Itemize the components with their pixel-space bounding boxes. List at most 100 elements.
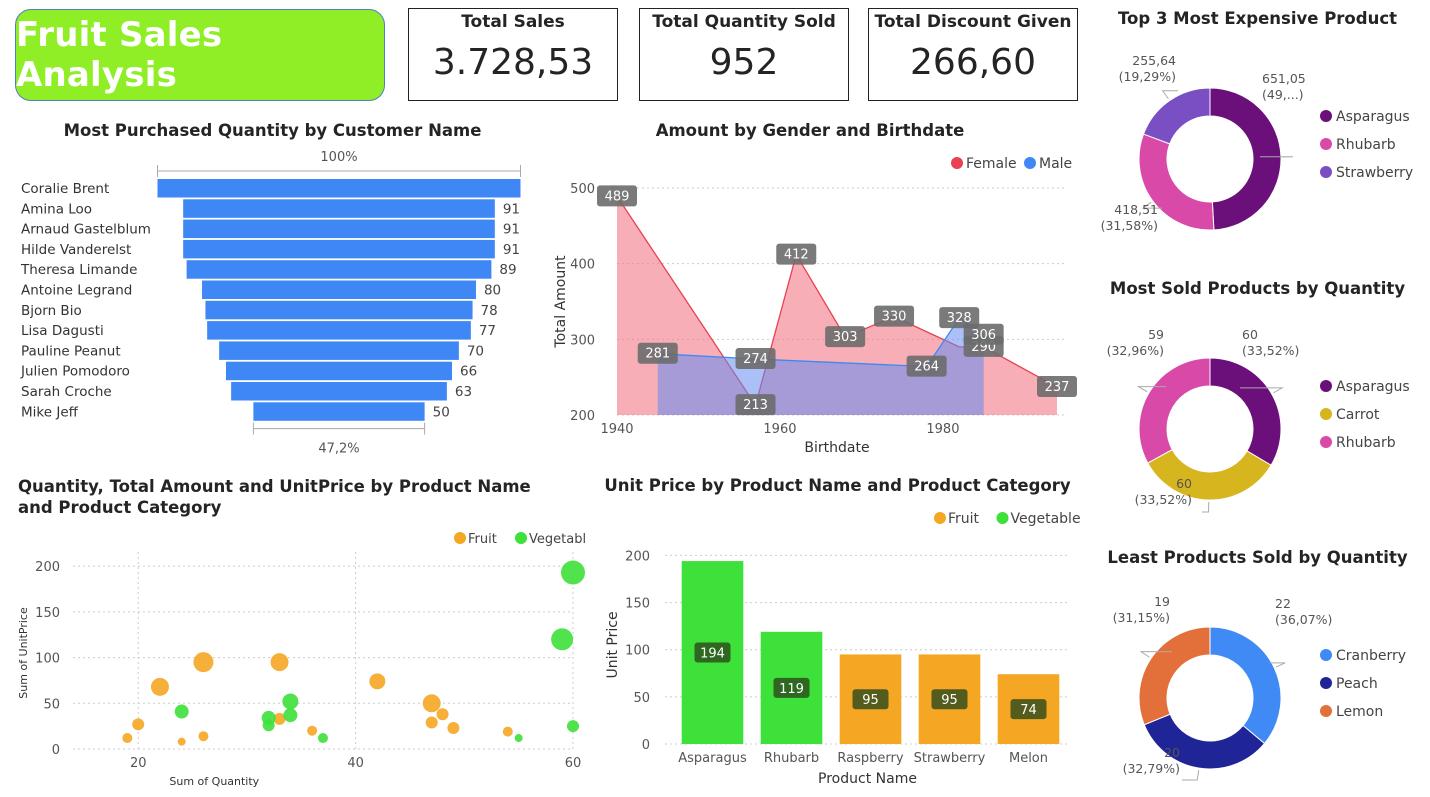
column-data-label: 119 — [779, 682, 804, 697]
column-y-tick: 100 — [625, 644, 650, 659]
funnel-bar — [157, 179, 521, 198]
area-data-label: 274 — [743, 352, 768, 367]
donut-leader-line — [1141, 201, 1162, 209]
funnel-category-label: Sarah Croche — [21, 384, 112, 400]
scatter-point-vegetable — [174, 704, 189, 719]
area-data-label: 281 — [645, 347, 670, 362]
funnel-category-label: Pauline Peanut — [21, 343, 121, 359]
scatter-x-tick: 40 — [347, 756, 364, 771]
scatter-point-fruit — [198, 731, 209, 742]
area-x-tick: 1980 — [926, 422, 959, 437]
visual-title: Quantity, Total Amount and UnitPrice by … — [18, 477, 531, 517]
column-y-label: Unit Price — [605, 611, 621, 678]
scatter-point-fruit — [502, 726, 513, 737]
funnel-data-label: 66 — [460, 364, 477, 380]
scatter-point-vegetable — [561, 560, 585, 585]
area-data-label: 303 — [833, 330, 858, 345]
column-y-tick: 0 — [642, 738, 650, 753]
scatter-y-tick: 100 — [35, 652, 60, 667]
column-data-label-box — [1010, 699, 1047, 720]
column-data-label-box — [852, 689, 889, 710]
column-x-tick: Melon — [1009, 751, 1048, 766]
legend-label: Asparagus — [1336, 379, 1410, 395]
column-data-label-box — [931, 689, 968, 710]
donut-slice-value: 255,64 — [1132, 53, 1176, 68]
legend-dot — [1320, 677, 1332, 689]
visual-title: Unit Price by Product Name and Product C… — [604, 476, 1071, 495]
donut-visual-expensive[interactable]: Top 3 Most Expensive Product 651,05 (49,.… — [1090, 6, 1430, 256]
kpi-value: 266,60 — [910, 42, 1036, 83]
legend-label: Asparagus — [1336, 109, 1410, 125]
funnel-bar — [219, 341, 459, 360]
kpi-label: Total Discount Given — [874, 12, 1072, 32]
funnel-chart[interactable]: 100% Coralie Brent Amina Loo 91 Arnaud Gaste… — [10, 118, 550, 463]
area-data-label-box — [776, 243, 817, 265]
funnel-bar — [183, 199, 495, 218]
area-data-label-box — [597, 185, 637, 207]
legend-dot — [515, 532, 527, 544]
visual-title: Least Products Sold by Quantity — [1107, 548, 1408, 567]
area-visual[interactable]: Amount by Gender and Birthdate 200 300 400… — [545, 118, 1080, 463]
legend-label: Vegetable — [529, 532, 585, 547]
column-x-tick: Raspberry — [837, 751, 903, 766]
legend-label: Fruit — [468, 532, 497, 547]
column-data-label-box — [694, 642, 731, 663]
column-x-tick: Rhubarb — [764, 751, 819, 766]
funnel-bar — [253, 402, 425, 421]
kpi-card-total-discount[interactable]: Total Discount Given 266,60 — [868, 8, 1078, 101]
visual-title: Amount by Gender and Birthdate — [655, 121, 965, 140]
area-data-label-box — [735, 394, 776, 416]
funnel-bar — [202, 280, 476, 299]
column-data-label: 74 — [1020, 703, 1037, 718]
donut-leader-line — [1240, 387, 1285, 394]
donut-slice-value: 22 — [1275, 596, 1291, 611]
legend-dot — [1320, 110, 1332, 122]
donut-leader-line — [1270, 662, 1286, 668]
donut-visual-most-sold[interactable]: Most Sold Products by Quantity 60 (33,52%… — [1090, 276, 1430, 526]
scatter-point-fruit — [122, 733, 133, 744]
area-chart[interactable]: 200 300 400 500 1940 1960 1980 Birthdate Total A… — [545, 118, 1080, 463]
donut-chart[interactable]: 651,05(49,...) 418,51(31,58%) 255,64(19,29… — [1090, 6, 1430, 256]
scatter-visual[interactable]: Quantity, Total Amount and UnitPrice by … — [10, 474, 585, 794]
funnel-category-label: Bjorn Bio — [21, 303, 82, 319]
funnel-category-label: Arnaud Gastelblum — [21, 222, 151, 238]
donut-slice-value: 418,51 — [1114, 202, 1158, 217]
area-x-label: Birthdate — [804, 440, 869, 456]
funnel-bar — [225, 361, 453, 381]
area-data-label: 264 — [914, 360, 939, 375]
scatter-point-fruit — [447, 721, 460, 734]
scatter-point-fruit — [150, 677, 169, 696]
kpi-value: 3.728,53 — [432, 42, 594, 83]
legend-dot — [1320, 380, 1332, 392]
scatter-chart[interactable]: 0 50 100 150 200 20 40 60 Sum of Quantity Sum of … — [10, 474, 585, 794]
donut-slice-percent: (32,96%) — [1107, 343, 1164, 358]
column-data-label: 194 — [700, 647, 725, 662]
scatter-point-fruit — [132, 718, 145, 731]
scatter-point-fruit — [177, 737, 186, 746]
funnel-bar — [207, 321, 471, 340]
donut-leader-line — [1136, 386, 1166, 393]
column-data-label: 95 — [862, 693, 879, 708]
funnel-visual[interactable]: Most Purchased Quantity by Customer Name… — [10, 118, 550, 463]
donut-chart[interactable]: 22(36,07%) 20(32,79%) 19(31,15%) Cranberry P… — [1090, 545, 1430, 795]
kpi-card-total-sales[interactable]: Total Sales 3.728,53 — [408, 8, 618, 101]
visual-title: Most Sold Products by Quantity — [1109, 279, 1406, 298]
kpi-card-total-quantity[interactable]: Total Quantity Sold 952 — [639, 8, 849, 101]
scatter-point-fruit — [307, 725, 318, 736]
area-x-tick: 1960 — [763, 422, 796, 437]
donut-slice-value: 59 — [1148, 327, 1164, 342]
donut-slice-percent: (31,15%) — [1113, 610, 1170, 625]
kpi-label: Total Sales — [461, 12, 565, 32]
donut-visual-least-sold[interactable]: Least Products Sold by Quantity 22 (36,07… — [1090, 545, 1430, 795]
column-visual[interactable]: Unit Price by Product Name and Product C… — [595, 474, 1080, 794]
donut-chart[interactable]: 60(33,52%)60(33,52%)59(32,96%)AsparagusC… — [1090, 276, 1430, 526]
column-chart[interactable]: 0 50 100 150 200 194 Asparagus 119 Rhubarb 95 Rasp… — [595, 474, 1080, 794]
scatter-y-tick: 200 — [35, 560, 60, 575]
scatter-point-fruit — [270, 653, 289, 672]
kpi-value: 952 — [709, 42, 779, 83]
column-y-tick: 200 — [625, 549, 650, 564]
area-y-tick: 300 — [570, 333, 595, 348]
donut-slice-percent: (33,52%) — [1242, 343, 1299, 358]
funnel-category-label: Coralie Brent — [21, 181, 109, 197]
legend-label: Carrot — [1336, 407, 1380, 423]
